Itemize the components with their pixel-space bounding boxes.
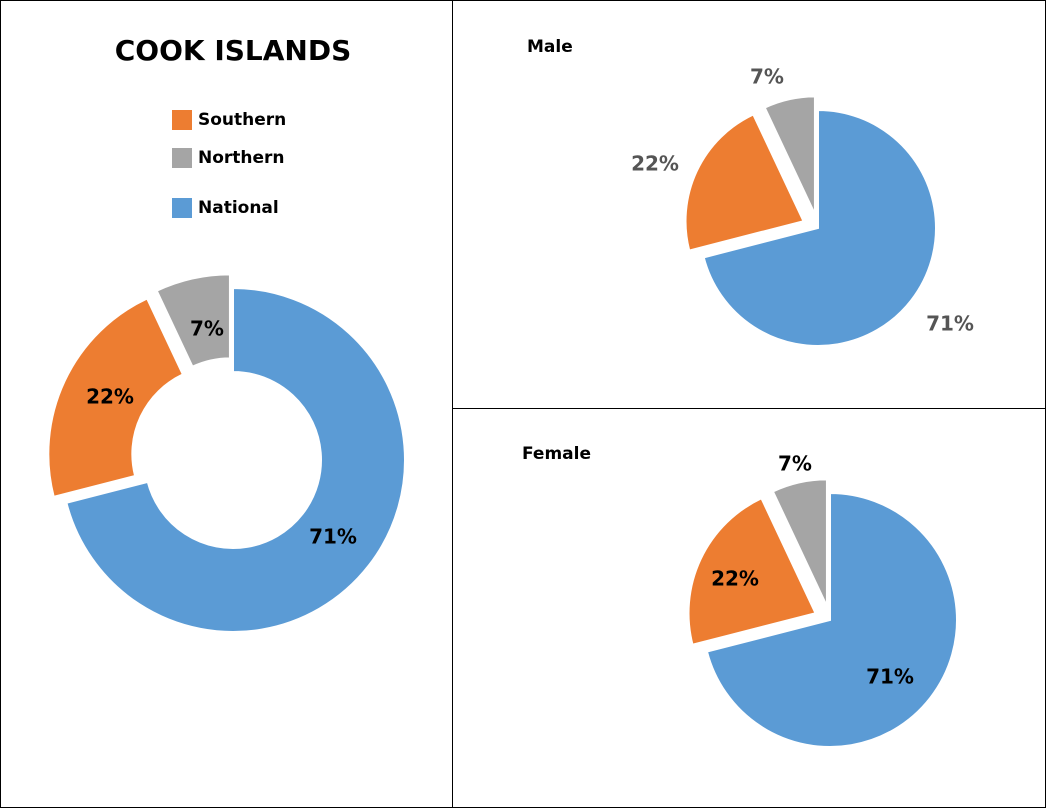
pie-slice bbox=[763, 95, 816, 215]
pie-slice bbox=[687, 496, 817, 646]
data-label: 71% bbox=[309, 525, 357, 549]
pie-slice bbox=[702, 108, 937, 347]
legend-label: National bbox=[198, 198, 279, 218]
chart-title: COOK ISLANDS bbox=[115, 34, 352, 67]
donut-slice bbox=[155, 273, 231, 369]
legend-swatch bbox=[172, 198, 192, 218]
legend-swatch bbox=[172, 110, 192, 130]
panel-border bbox=[452, 408, 1046, 808]
data-label: 71% bbox=[866, 665, 914, 689]
legend-label: Southern bbox=[198, 110, 286, 130]
pie-slice bbox=[684, 113, 805, 252]
data-label: 7% bbox=[190, 317, 224, 341]
legend-swatch bbox=[172, 148, 192, 168]
donut-slice bbox=[47, 297, 185, 499]
pie-slice bbox=[705, 491, 958, 748]
data-label: 22% bbox=[711, 567, 759, 591]
data-label: 22% bbox=[86, 385, 134, 409]
chart-title: Male bbox=[527, 37, 573, 57]
chart-title: Female bbox=[522, 444, 591, 464]
pie-slice bbox=[771, 478, 828, 607]
legend-label: Northern bbox=[198, 148, 285, 168]
data-label: 22% bbox=[631, 152, 679, 176]
data-label: 71% bbox=[926, 312, 974, 336]
data-label: 7% bbox=[778, 452, 812, 476]
data-label: 7% bbox=[750, 65, 784, 89]
donut-slice bbox=[65, 286, 406, 633]
